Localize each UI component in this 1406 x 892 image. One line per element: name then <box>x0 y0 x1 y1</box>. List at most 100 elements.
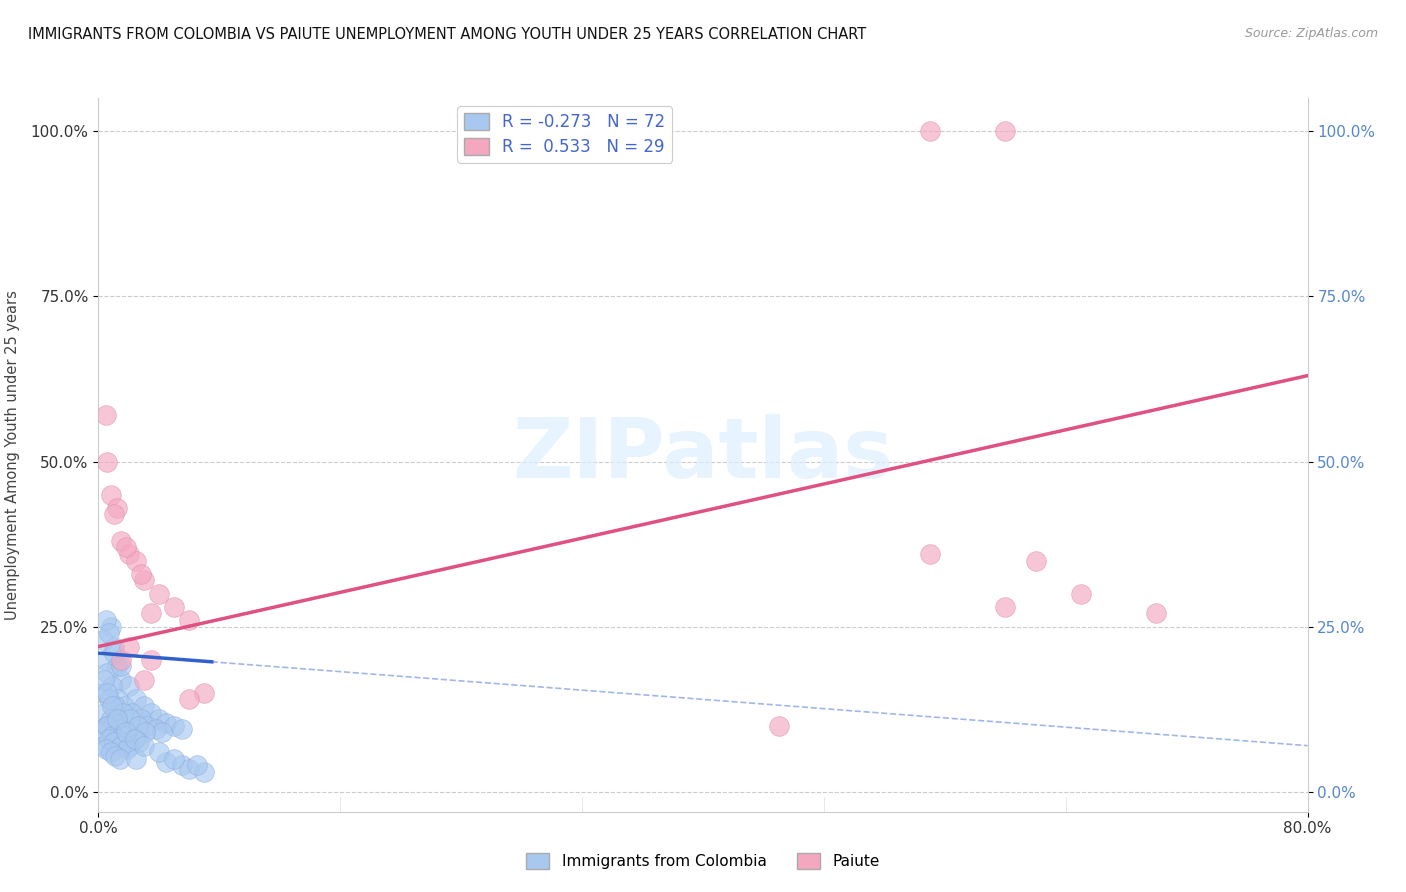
Point <box>179 613 201 627</box>
Point <box>193 765 215 780</box>
Point <box>114 729 136 743</box>
Point <box>94 742 117 756</box>
Point <box>98 732 121 747</box>
Point <box>111 706 134 720</box>
Point <box>112 698 135 713</box>
Point <box>155 715 177 730</box>
Point <box>110 653 132 667</box>
Point <box>125 554 148 568</box>
Point <box>105 732 128 747</box>
Point <box>118 679 141 693</box>
Point <box>170 758 193 772</box>
Point <box>104 748 127 763</box>
Point <box>155 755 177 769</box>
Point <box>118 547 141 561</box>
Point <box>134 725 156 739</box>
Point <box>114 541 136 555</box>
Point <box>111 735 134 749</box>
Point <box>103 640 125 654</box>
Point <box>101 698 124 713</box>
Point <box>108 722 131 736</box>
Legend: Immigrants from Colombia, Paiute: Immigrants from Colombia, Paiute <box>520 847 886 875</box>
Point <box>103 508 125 522</box>
Point <box>135 719 157 733</box>
Point <box>96 719 118 733</box>
Point <box>94 719 117 733</box>
Point <box>100 620 122 634</box>
Point <box>193 686 215 700</box>
Point <box>170 722 193 736</box>
Point <box>114 725 136 739</box>
Point <box>994 124 1017 138</box>
Point <box>179 692 201 706</box>
Point <box>179 762 201 776</box>
Point <box>94 653 117 667</box>
Point <box>132 673 155 687</box>
Text: ZIPatlas: ZIPatlas <box>513 415 893 495</box>
Point <box>1070 587 1092 601</box>
Point <box>110 659 132 673</box>
Point <box>128 735 150 749</box>
Point <box>150 725 173 739</box>
Y-axis label: Unemployment Among Youth under 25 years: Unemployment Among Youth under 25 years <box>4 290 20 620</box>
Point <box>96 686 118 700</box>
Point <box>145 722 167 736</box>
Point <box>105 712 128 726</box>
Point <box>918 124 941 138</box>
Point <box>98 626 121 640</box>
Point <box>98 692 121 706</box>
Point <box>148 587 170 601</box>
Point <box>768 719 790 733</box>
Point <box>100 712 122 726</box>
Point <box>104 698 127 713</box>
Point <box>118 739 141 753</box>
Point <box>120 712 142 726</box>
Point <box>96 665 118 680</box>
Point <box>141 706 163 720</box>
Point <box>132 698 155 713</box>
Point <box>94 409 117 423</box>
Point <box>125 752 148 766</box>
Point <box>163 752 186 766</box>
Point <box>186 758 208 772</box>
Point <box>129 566 152 581</box>
Point <box>148 712 170 726</box>
Point <box>108 752 131 766</box>
Point <box>122 732 145 747</box>
Point <box>1146 607 1168 621</box>
Point <box>125 692 148 706</box>
Point <box>163 599 186 614</box>
Point <box>93 706 115 720</box>
Text: IMMIGRANTS FROM COLOMBIA VS PAIUTE UNEMPLOYMENT AMONG YOUTH UNDER 25 YEARS CORRE: IMMIGRANTS FROM COLOMBIA VS PAIUTE UNEMP… <box>28 27 866 42</box>
Point <box>110 533 132 548</box>
Point <box>163 719 186 733</box>
Point <box>994 599 1017 614</box>
Point <box>91 686 114 700</box>
Point <box>148 745 170 759</box>
Point <box>110 673 132 687</box>
Point <box>124 732 146 747</box>
Point <box>94 613 117 627</box>
Point <box>132 574 155 588</box>
Point <box>141 607 163 621</box>
Point <box>105 659 128 673</box>
Point <box>115 742 138 756</box>
Point <box>103 646 125 660</box>
Point <box>132 739 155 753</box>
Point <box>91 725 114 739</box>
Point <box>103 735 125 749</box>
Point <box>127 719 149 733</box>
Point <box>105 500 128 515</box>
Point <box>121 706 143 720</box>
Legend: R = -0.273   N = 72, R =  0.533   N = 29: R = -0.273 N = 72, R = 0.533 N = 29 <box>457 106 672 162</box>
Point <box>96 454 118 468</box>
Point <box>93 739 115 753</box>
Point <box>103 715 125 730</box>
Point <box>91 632 114 647</box>
Point <box>129 712 152 726</box>
Point <box>118 640 141 654</box>
Point <box>918 547 941 561</box>
Point <box>1024 554 1046 568</box>
Point <box>100 487 122 501</box>
Point <box>93 673 115 687</box>
